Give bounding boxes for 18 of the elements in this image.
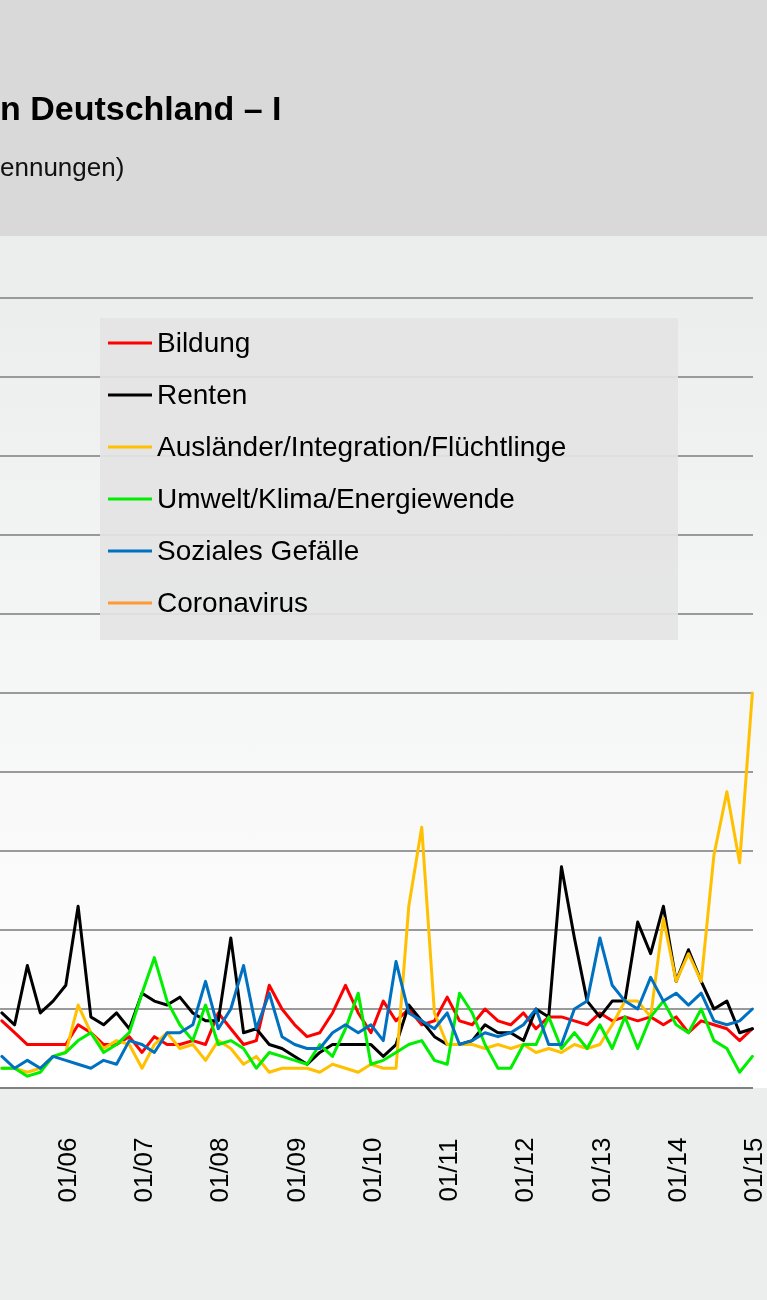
chart-subtitle: ennungen) <box>0 152 125 182</box>
x-tick-label: 01/12 <box>509 1137 540 1203</box>
legend-label: Coronavirus <box>157 587 308 618</box>
legend-label: Ausländer/Integration/Flüchtlinge <box>157 431 567 462</box>
legend-label: Bildung <box>157 327 251 358</box>
legend-label: Soziales Gefälle <box>157 535 360 566</box>
x-tick-label: 01/09 <box>280 1137 311 1203</box>
x-tick-label: 01/15 <box>738 1137 767 1203</box>
legend-label: Renten <box>157 379 248 410</box>
legend-label: Umwelt/Klima/Energiewende <box>157 483 515 514</box>
x-tick-label: 01/10 <box>356 1137 387 1203</box>
x-tick-label: 01/08 <box>204 1137 235 1203</box>
x-tick-label: 01/06 <box>51 1137 82 1203</box>
chart-title: n Deutschland – I <box>0 89 282 127</box>
x-tick-label: 01/07 <box>127 1137 158 1203</box>
x-tick-label: 01/13 <box>585 1137 616 1203</box>
x-tick-label: 01/14 <box>662 1137 693 1203</box>
x-tick-label: 01/11 <box>433 1138 464 1202</box>
